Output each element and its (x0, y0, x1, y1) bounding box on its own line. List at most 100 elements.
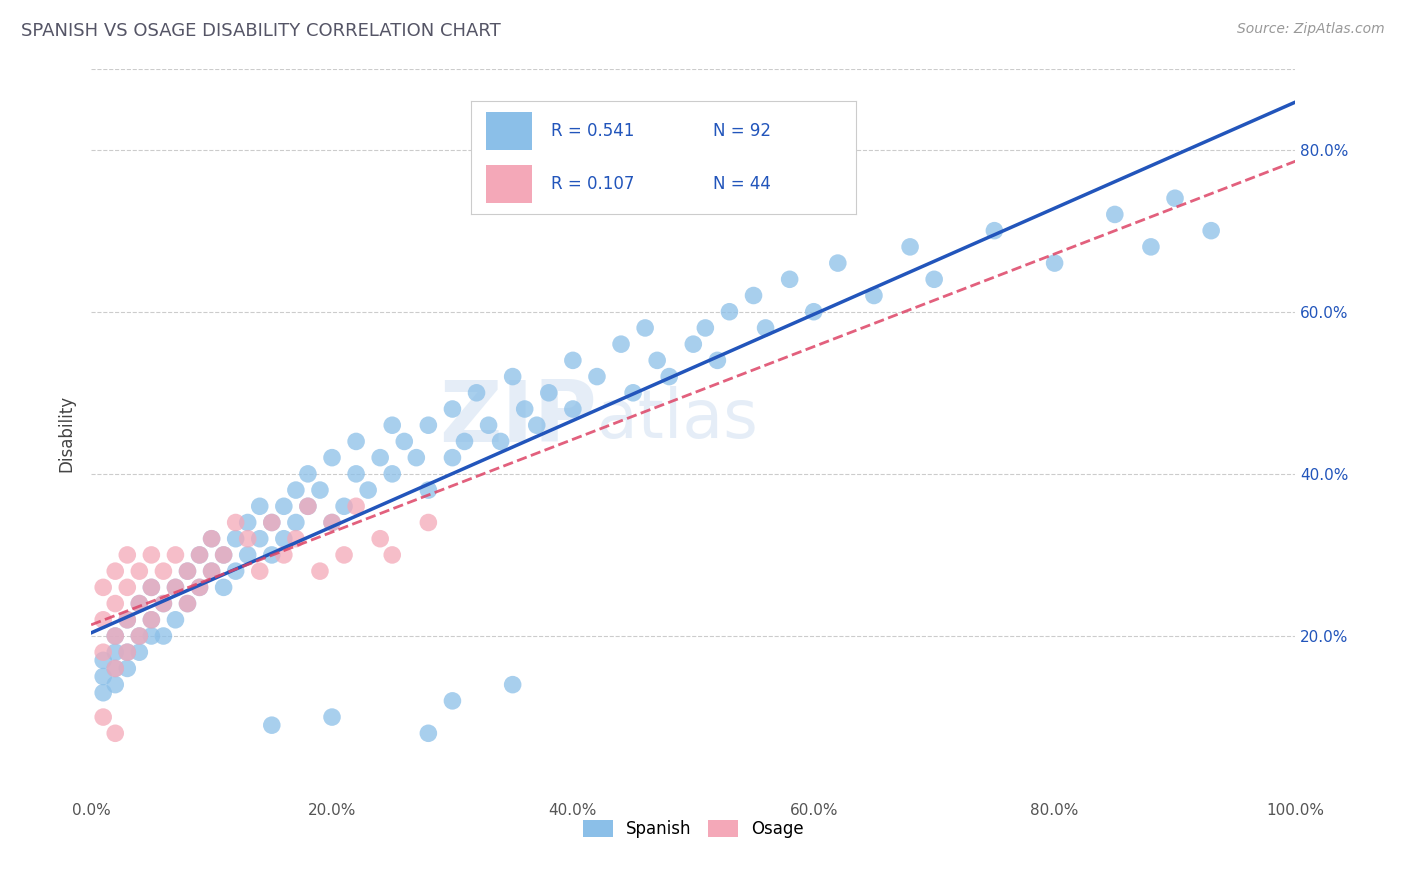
Point (200, 564, 222, 578)
Point (200, 532, 222, 546)
Point (513, 402, 536, 417)
Legend: Spanish, Osage: Spanish, Osage (576, 813, 811, 845)
Text: SPANISH VS OSAGE DISABILITY CORRELATION CHART: SPANISH VS OSAGE DISABILITY CORRELATION … (21, 22, 501, 40)
Point (418, 726, 440, 740)
Point (128, 564, 150, 578)
Point (1140, 240, 1163, 254)
Point (321, 450, 343, 465)
Point (621, 385, 644, 400)
Point (141, 613, 163, 627)
Point (561, 353, 583, 368)
Point (91, 669, 114, 683)
Point (165, 580, 187, 594)
Point (418, 483, 440, 497)
Point (634, 321, 657, 335)
Text: ZIP: ZIP (439, 377, 598, 460)
Point (561, 402, 583, 417)
Point (128, 629, 150, 643)
Point (321, 516, 343, 530)
Point (682, 337, 704, 351)
Point (381, 418, 404, 433)
Point (489, 434, 512, 449)
Point (152, 597, 174, 611)
Point (983, 224, 1005, 238)
Point (586, 369, 609, 384)
Point (453, 434, 475, 449)
Point (236, 516, 259, 530)
Point (200, 564, 222, 578)
Point (104, 629, 127, 643)
Point (152, 629, 174, 643)
Point (128, 629, 150, 643)
Point (394, 434, 416, 449)
Point (284, 483, 307, 497)
Point (249, 532, 271, 546)
Point (104, 597, 127, 611)
Point (188, 580, 211, 594)
Point (779, 272, 801, 286)
Point (658, 369, 681, 384)
Point (537, 385, 560, 400)
Point (309, 483, 332, 497)
Point (91, 580, 114, 594)
Point (91, 653, 114, 667)
Point (104, 645, 127, 659)
Point (333, 548, 356, 562)
Point (104, 678, 127, 692)
Point (441, 450, 464, 465)
Point (333, 500, 356, 514)
Point (309, 564, 332, 578)
Point (898, 240, 921, 254)
Point (357, 483, 380, 497)
Point (742, 288, 765, 302)
Point (718, 304, 741, 318)
Point (249, 564, 271, 578)
Point (645, 353, 668, 368)
Point (225, 564, 247, 578)
Point (188, 548, 211, 562)
Point (827, 256, 849, 270)
Point (176, 597, 198, 611)
Point (188, 580, 211, 594)
Point (441, 694, 464, 708)
Point (405, 450, 427, 465)
Point (141, 580, 163, 594)
Point (284, 516, 307, 530)
Point (284, 532, 307, 546)
Point (249, 500, 271, 514)
Point (91, 710, 114, 724)
Point (91, 645, 114, 659)
Point (321, 516, 343, 530)
Point (117, 645, 139, 659)
Point (526, 418, 548, 433)
Point (117, 580, 139, 594)
Point (188, 548, 211, 562)
Point (502, 678, 524, 692)
Point (695, 321, 717, 335)
Point (260, 548, 283, 562)
Point (128, 645, 150, 659)
Point (260, 718, 283, 732)
Point (344, 434, 367, 449)
Text: atlas: atlas (598, 385, 758, 451)
Point (863, 288, 886, 302)
Point (165, 580, 187, 594)
Point (321, 710, 343, 724)
Point (141, 613, 163, 627)
Point (273, 532, 295, 546)
Point (117, 661, 139, 675)
Point (344, 467, 367, 481)
Point (477, 418, 499, 433)
Point (1199, 224, 1222, 238)
Point (128, 597, 150, 611)
Point (273, 548, 295, 562)
Point (706, 353, 728, 368)
Point (297, 467, 319, 481)
Point (128, 597, 150, 611)
Point (297, 500, 319, 514)
Point (754, 321, 776, 335)
Point (176, 564, 198, 578)
Point (165, 548, 187, 562)
Point (922, 272, 945, 286)
Point (200, 532, 222, 546)
